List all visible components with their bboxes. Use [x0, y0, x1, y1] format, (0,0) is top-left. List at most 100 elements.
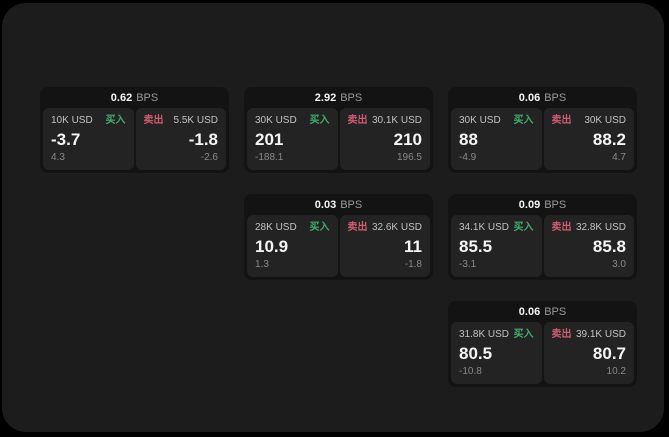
- sell-amount: 5.5K USD: [173, 115, 218, 126]
- buy-panel[interactable]: 10K USD 买入 -3.7 4.3: [43, 108, 134, 170]
- sell-panel-header: 卖出 32.6K USD: [348, 222, 423, 234]
- card-header: 2.92 BPS: [244, 87, 433, 108]
- quote-card: 2.92 BPS 30K USD 买入 201 -188.1 卖出 30.1K …: [244, 87, 433, 173]
- sell-delta: -1.8: [404, 259, 422, 270]
- sell-panel-header: 卖出 30K USD: [552, 115, 627, 127]
- quote-card: 0.09 BPS 34.1K USD 买入 85.5 -3.1 卖出 32.8K…: [448, 194, 637, 280]
- cards-grid: 0.62 BPS 10K USD 买入 -3.7 4.3 卖出 5.5K USD…: [40, 87, 637, 387]
- buy-amount: 30K USD: [459, 115, 501, 126]
- sell-price: 11: [404, 237, 422, 256]
- sell-price: 80.7: [592, 344, 626, 363]
- bps-unit-label: BPS: [544, 198, 567, 211]
- sell-panel-header: 卖出 5.5K USD: [144, 115, 219, 127]
- bps-value: 0.03: [314, 198, 337, 211]
- sell-panel-header: 卖出 30.1K USD: [348, 115, 423, 127]
- sell-panel[interactable]: 卖出 5.5K USD -1.8 -2.6: [135, 108, 226, 170]
- sell-delta: 10.2: [606, 366, 626, 377]
- sell-delta: 3.0: [612, 259, 626, 270]
- quote-card: 0.62 BPS 10K USD 买入 -3.7 4.3 卖出 5.5K USD…: [40, 87, 229, 173]
- sell-panel[interactable]: 卖出 30.1K USD 210 196.5: [339, 108, 430, 170]
- sell-panel[interactable]: 卖出 39.1K USD 80.7 10.2: [543, 322, 634, 384]
- sell-panel[interactable]: 卖出 32.6K USD 11 -1.8: [339, 215, 430, 277]
- sell-delta: 4.7: [612, 152, 626, 163]
- buy-side-label: 买入: [309, 222, 330, 233]
- buy-panel-header: 31.8K USD 买入: [459, 329, 534, 341]
- sell-side-label: 卖出: [347, 115, 368, 126]
- sell-amount: 32.6K USD: [371, 222, 422, 233]
- buy-panel-header: 30K USD 买入: [255, 115, 330, 127]
- sell-side-label: 卖出: [347, 222, 368, 233]
- card-header: 0.06 BPS: [448, 87, 637, 108]
- sell-amount: 30.1K USD: [371, 115, 422, 126]
- bps-unit-label: BPS: [544, 305, 567, 318]
- sell-side-label: 卖出: [143, 115, 164, 126]
- card-header: 0.09 BPS: [448, 194, 637, 215]
- buy-amount: 28K USD: [255, 222, 297, 233]
- bps-value: 0.06: [518, 91, 541, 104]
- sell-panel-header: 卖出 39.1K USD: [552, 329, 627, 341]
- bps-value: 2.92: [314, 91, 337, 104]
- buy-panel-header: 10K USD 买入: [51, 115, 126, 127]
- buy-side-label: 买入: [513, 115, 534, 126]
- sell-price: -1.8: [188, 130, 218, 149]
- buy-side-label: 买入: [513, 329, 534, 340]
- buy-delta: 1.3: [255, 259, 269, 270]
- app-window: 0.62 BPS 10K USD 买入 -3.7 4.3 卖出 5.5K USD…: [2, 3, 664, 432]
- bps-value: 0.09: [518, 198, 541, 211]
- sell-amount: 39.1K USD: [575, 329, 626, 340]
- buy-side-label: 买入: [309, 115, 330, 126]
- quote-card: 0.06 BPS 30K USD 买入 88 -4.9 卖出 30K USD 8…: [448, 87, 637, 173]
- sell-amount: 30K USD: [584, 115, 626, 126]
- buy-price: 80.5: [459, 344, 493, 363]
- buy-amount: 34.1K USD: [459, 222, 510, 233]
- buy-panel[interactable]: 30K USD 买入 201 -188.1: [247, 108, 338, 170]
- sell-panel[interactable]: 卖出 32.8K USD 85.8 3.0: [543, 215, 634, 277]
- bps-unit-label: BPS: [136, 91, 159, 104]
- buy-panel[interactable]: 30K USD 买入 88 -4.9: [451, 108, 542, 170]
- card-header: 0.06 BPS: [448, 301, 637, 322]
- buy-panel[interactable]: 34.1K USD 买入 85.5 -3.1: [451, 215, 542, 277]
- sell-side-label: 卖出: [551, 329, 572, 340]
- quote-panels: 30K USD 买入 88 -4.9 卖出 30K USD 88.2 4.7: [451, 108, 634, 170]
- buy-price: -3.7: [51, 130, 81, 149]
- bps-value: 0.06: [518, 305, 541, 318]
- buy-amount: 10K USD: [51, 115, 93, 126]
- sell-panel[interactable]: 卖出 30K USD 88.2 4.7: [543, 108, 634, 170]
- sell-delta: 196.5: [396, 152, 422, 163]
- quote-panels: 28K USD 买入 10.9 1.3 卖出 32.6K USD 11 -1.8: [247, 215, 430, 277]
- card-header: 0.03 BPS: [244, 194, 433, 215]
- bps-unit-label: BPS: [340, 198, 363, 211]
- buy-side-label: 买入: [105, 115, 126, 126]
- bps-value: 0.62: [110, 91, 133, 104]
- sell-amount: 32.8K USD: [575, 222, 626, 233]
- buy-panel[interactable]: 28K USD 买入 10.9 1.3: [247, 215, 338, 277]
- sell-price: 88.2: [592, 130, 626, 149]
- quote-card: 0.03 BPS 28K USD 买入 10.9 1.3 卖出 32.6K US…: [244, 194, 433, 280]
- sell-price: 85.8: [592, 237, 626, 256]
- buy-panel[interactable]: 31.8K USD 买入 80.5 -10.8: [451, 322, 542, 384]
- buy-delta: 4.3: [51, 152, 65, 163]
- bps-unit-label: BPS: [544, 91, 567, 104]
- sell-side-label: 卖出: [551, 115, 572, 126]
- sell-panel-header: 卖出 32.8K USD: [552, 222, 627, 234]
- sell-side-label: 卖出: [551, 222, 572, 233]
- buy-delta: -188.1: [255, 152, 284, 163]
- buy-price: 85.5: [459, 237, 493, 256]
- card-header: 0.62 BPS: [40, 87, 229, 108]
- sell-price: 210: [393, 130, 422, 149]
- buy-delta: -4.9: [459, 152, 477, 163]
- buy-amount: 30K USD: [255, 115, 297, 126]
- quote-panels: 31.8K USD 买入 80.5 -10.8 卖出 39.1K USD 80.…: [451, 322, 634, 384]
- quote-panels: 30K USD 买入 201 -188.1 卖出 30.1K USD 210 1…: [247, 108, 430, 170]
- sell-delta: -2.6: [200, 152, 218, 163]
- buy-side-label: 买入: [513, 222, 534, 233]
- buy-panel-header: 34.1K USD 买入: [459, 222, 534, 234]
- bps-unit-label: BPS: [340, 91, 363, 104]
- quote-panels: 10K USD 买入 -3.7 4.3 卖出 5.5K USD -1.8 -2.…: [43, 108, 226, 170]
- buy-delta: -3.1: [459, 259, 477, 270]
- buy-panel-header: 28K USD 买入: [255, 222, 330, 234]
- quote-panels: 34.1K USD 买入 85.5 -3.1 卖出 32.8K USD 85.8…: [451, 215, 634, 277]
- buy-panel-header: 30K USD 买入: [459, 115, 534, 127]
- quote-card: 0.06 BPS 31.8K USD 买入 80.5 -10.8 卖出 39.1…: [448, 301, 637, 387]
- buy-price: 10.9: [255, 237, 289, 256]
